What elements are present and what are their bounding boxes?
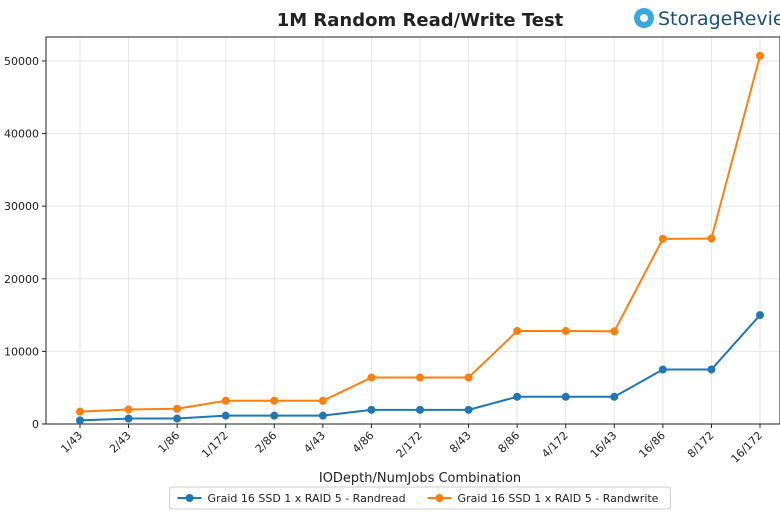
data-point: [367, 373, 376, 382]
data-point: [318, 396, 327, 405]
legend-box: [169, 486, 671, 510]
legend-marker: [185, 494, 194, 502]
data-point: [756, 311, 764, 320]
data-point: [561, 392, 570, 401]
x-tick-label: 1/172: [199, 429, 231, 461]
plot-frame: [45, 36, 780, 425]
x-axis-label: IODepth/NumJobs Combination: [319, 471, 521, 486]
x-tick-label: 16/172: [729, 429, 766, 466]
legend-label: Graid 16 SSD 1 x RAID 5 - Randread: [208, 492, 406, 505]
data-point: [416, 405, 424, 414]
data-point: [707, 234, 716, 243]
data-point: [464, 405, 473, 414]
data-point: [173, 404, 182, 413]
legend-label: Graid 16 SSD 1 x RAID 5 - Randwrite: [458, 492, 659, 505]
x-tick-label: 2/86: [253, 429, 280, 456]
y-tick-label: 10000: [4, 345, 39, 358]
data-point: [513, 392, 522, 401]
y-tick-label: 30000: [4, 200, 39, 213]
data-point: [464, 373, 473, 382]
data-point: [318, 411, 327, 420]
data-point: [561, 327, 570, 336]
x-tick-label: 2/172: [394, 429, 426, 461]
x-tick-label: 4/172: [539, 429, 571, 461]
data-point: [221, 396, 230, 405]
data-point: [270, 396, 279, 405]
data-point: [124, 414, 133, 423]
data-point: [416, 373, 424, 382]
data-point: [513, 327, 522, 336]
data-point: [610, 327, 619, 336]
data-point: [173, 414, 182, 423]
y-tick-label: 20000: [4, 273, 39, 286]
x-tick-label: 4/43: [301, 429, 328, 456]
data-point: [658, 365, 667, 374]
logo-icon-dot: [640, 14, 648, 22]
data-point: [610, 392, 619, 401]
x-tick-label: 16/86: [636, 429, 668, 461]
y-tick-label: 50000: [4, 55, 39, 68]
data-point: [658, 234, 667, 243]
data-point: [367, 405, 376, 414]
x-tick-label: 1/86: [156, 429, 183, 456]
data-point: [76, 416, 84, 425]
logo: StorageReview: [658, 8, 780, 30]
x-tick-label: 2/43: [107, 429, 134, 456]
x-tick-label: 8/86: [496, 429, 523, 456]
x-tick-label: 8/172: [685, 429, 717, 461]
data-point: [76, 407, 84, 416]
legend: Graid 16 SSD 1 x RAID 5 - Randread Graid …: [169, 486, 671, 510]
data-point: [270, 411, 279, 420]
data-point: [756, 51, 764, 60]
data-point: [221, 411, 230, 420]
x-tick-label: 4/86: [350, 429, 377, 456]
x-tick-label: 1/43: [58, 429, 85, 456]
data-point: [124, 405, 133, 414]
x-tick-label: 16/43: [588, 429, 620, 461]
x-tick-label: 8/43: [447, 429, 474, 456]
data-point: [707, 365, 716, 374]
y-tick-label: 40000: [4, 128, 39, 141]
chart-title: 1M Random Read/Write Test: [277, 10, 564, 31]
y-tick-label: 0: [32, 418, 39, 431]
legend-marker: [435, 494, 444, 502]
